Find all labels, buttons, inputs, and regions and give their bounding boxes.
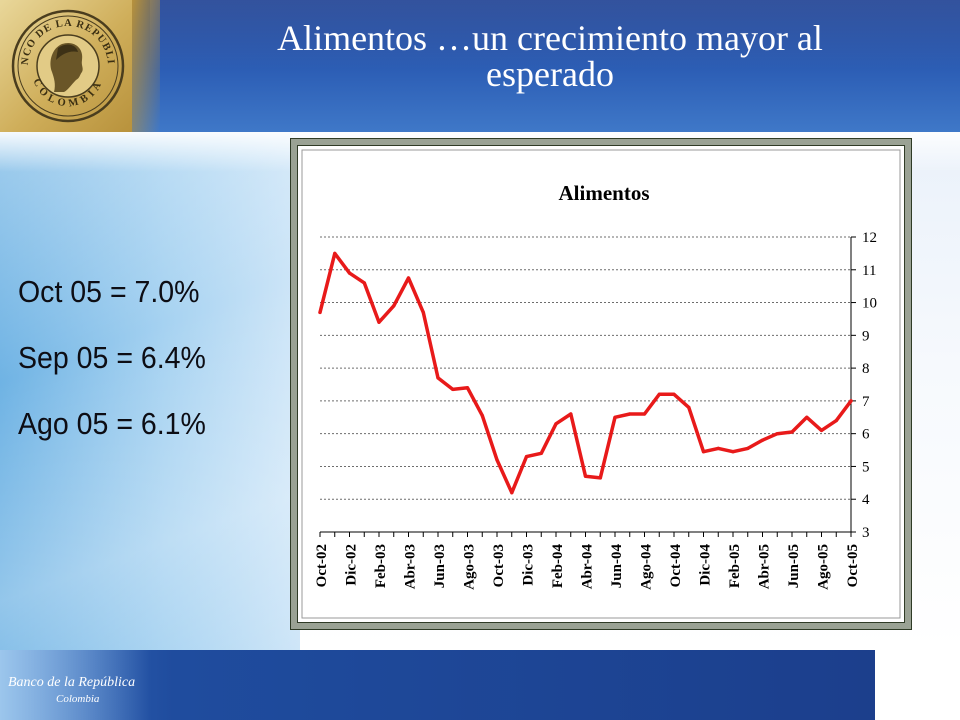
chart-frame: 3 4 5 6 7 8 9 10 11 12 Oct-02 Dic-02 Feb-03 Abr-03 Jun…	[290, 138, 912, 630]
footer-light-gradient	[0, 650, 150, 720]
left-side-panel	[0, 132, 300, 650]
footer-bar	[0, 650, 960, 720]
data-point-Jun-04	[613, 415, 617, 419]
y-tick-label-7: 7	[862, 394, 870, 410]
stat-ago-05: Ago 05 = 6.1%	[18, 406, 206, 441]
data-point-Oct-02	[318, 310, 322, 314]
x-tick-label-Dic-03: Dic-03	[521, 544, 537, 586]
y-tick-label-9: 9	[862, 328, 870, 344]
data-point-Oct-05	[849, 399, 853, 403]
data-point-Ago-03	[465, 386, 470, 390]
data-point-Ene-05	[716, 446, 720, 450]
data-point-Mar-04	[569, 412, 573, 416]
y-tick-label-10: 10	[862, 296, 877, 312]
data-point-May-04	[598, 476, 602, 480]
x-tick-label-Abr-03: Abr-03	[403, 544, 419, 589]
alimentos-chart: 3 4 5 6 7 8 9 10 11 12 Oct-02 Dic-02 Feb-03 Abr-03 Jun…	[301, 149, 901, 619]
stat-sep-05: Sep 05 = 6.4%	[18, 340, 206, 375]
footer-page-area	[875, 650, 960, 720]
data-point-Ago-05	[819, 428, 824, 432]
x-tick-label-Abr-04: Abr-04	[580, 544, 596, 590]
page-number: 5	[914, 662, 924, 679]
data-point-Feb-05	[731, 450, 735, 454]
left-panel-gloss	[0, 132, 300, 650]
data-point-Feb-04	[554, 422, 558, 426]
footer-logo: Banco de la República Colombia	[8, 675, 148, 707]
chart-axes	[319, 236, 856, 537]
data-point-Ene-03	[362, 281, 366, 285]
chart-title: Alimentos	[559, 181, 650, 205]
y-tick-label-6: 6	[862, 427, 870, 443]
x-tick-label-Oct-04: Oct-04	[668, 544, 684, 588]
footer-logo-main: Banco de la República	[8, 675, 136, 690]
y-tick-label-12: 12	[862, 230, 877, 246]
series-line-alimentos	[318, 251, 853, 495]
chart-labels: 3 4 5 6 7 8 9 10 11 12 Oct-02 Dic-02 Feb-03 Abr-03 Jun…	[314, 230, 877, 590]
x-tick-label-Feb-03: Feb-03	[373, 544, 389, 588]
data-point-May-03	[421, 310, 425, 314]
data-point-Nov-03	[510, 491, 514, 495]
footer-logo-sub: Colombia	[56, 693, 100, 705]
chart-gridlines	[301, 149, 901, 619]
x-tick-label-Dic-02: Dic-02	[344, 544, 360, 586]
data-point-Abr-05	[760, 438, 765, 442]
data-point-Oct-04	[672, 392, 676, 396]
x-tick-label-Feb-05: Feb-05	[727, 544, 743, 588]
data-point-Abr-04	[583, 474, 588, 478]
data-point-Mar-05	[746, 446, 750, 450]
data-point-Nov-02	[333, 251, 337, 255]
data-point-Feb-03	[377, 320, 381, 324]
data-point-Sep-05	[834, 419, 838, 423]
x-tick-label-Oct-02: Oct-02	[314, 544, 330, 587]
x-tick-label-Jun-04: Jun-04	[609, 544, 625, 589]
data-point-May-05	[775, 432, 779, 436]
y-tick-label-11: 11	[862, 263, 876, 279]
data-point-Dic-02	[347, 271, 352, 275]
x-tick-label-Oct-05: Oct-05	[845, 544, 861, 587]
slide-title: Alimentos …un crecimiento mayor al esper…	[165, 20, 935, 92]
data-point-Nov-04	[687, 405, 691, 409]
x-tick-label-Jun-03: Jun-03	[432, 544, 448, 588]
data-point-Sep-03	[480, 414, 484, 418]
y-tick-label-5: 5	[862, 459, 870, 475]
data-point-Jun-05	[790, 430, 794, 434]
x-tick-label-Ago-04: Ago-04	[639, 544, 655, 590]
header-gloss	[150, 0, 960, 70]
chart-inner-border	[301, 149, 901, 619]
data-point-Oct-03	[495, 458, 499, 462]
y-tick-label-8: 8	[862, 361, 870, 377]
x-tick-label-Oct-03: Oct-03	[491, 544, 507, 587]
stats-list: Oct 05 = 7.0% Sep 05 = 6.4% Ago 05 = 6.1…	[18, 272, 222, 470]
chart-area: 3 4 5 6 7 8 9 10 11 12 Oct-02 Dic-02 Feb-03 Abr-03 Jun…	[297, 145, 905, 623]
logo-panel-edge	[132, 0, 160, 132]
stat-oct-05: Oct 05 = 7.0%	[18, 274, 200, 309]
y-tick-label-4: 4	[862, 492, 870, 508]
x-tick-label-Abr-05: Abr-05	[757, 544, 773, 589]
data-point-Dic-03	[524, 455, 529, 459]
x-tick-label-Ago-05: Ago-05	[816, 544, 832, 590]
x-tick-label-Feb-04: Feb-04	[550, 544, 566, 589]
slide-title-line-2: esperado	[486, 54, 614, 94]
y-tick-label-3: 3	[862, 525, 870, 541]
data-point-Jul-05	[805, 415, 809, 419]
data-point-Ago-04	[642, 412, 647, 416]
slide-title-line-1: Alimentos …un crecimiento mayor al	[277, 18, 823, 58]
x-tick-label-Jun-05: Jun-05	[786, 544, 802, 588]
data-point-Jul-04	[628, 412, 632, 416]
data-point-Jun-03	[436, 376, 440, 380]
header-bar	[0, 0, 960, 132]
data-point-Ene-04	[539, 451, 543, 455]
data-point-Abr-03	[406, 276, 411, 280]
data-point-Mar-03	[392, 304, 396, 308]
data-point-Jul-03	[451, 387, 455, 391]
chart-series	[318, 251, 853, 495]
data-point-Dic-04	[701, 450, 706, 454]
x-tick-label-Dic-04: Dic-04	[698, 544, 714, 586]
x-tick-label-Ago-03: Ago-03	[462, 544, 478, 590]
data-point-Sep-04	[657, 392, 661, 396]
bank-seal-logo: BANCO DE LA REPUBLICA COLOMBIA	[10, 8, 125, 123]
